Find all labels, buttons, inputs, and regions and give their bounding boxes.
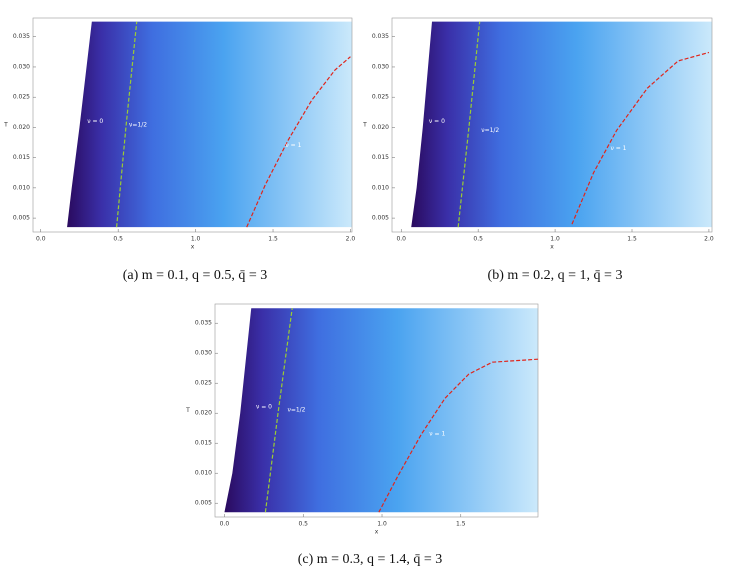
- y-tick-label: 0.030: [13, 63, 30, 70]
- y-tick-label: 0.025: [195, 380, 212, 387]
- y-tick-label: 0.020: [372, 124, 389, 131]
- curve-label: ν=1/2: [481, 127, 499, 134]
- curve-label: ν = 0: [87, 118, 103, 125]
- y-axis-label: T: [3, 122, 8, 129]
- x-axis-label: x: [550, 244, 554, 251]
- density-region: [411, 21, 712, 228]
- caption: (b) m = 0.2, q = 1, q̄ = 3: [488, 268, 623, 283]
- x-tick-label: 0.0: [396, 236, 406, 243]
- y-tick-label: 0.035: [195, 320, 212, 327]
- y-tick-label: 0.015: [372, 154, 389, 161]
- curve-label: ν = 0: [429, 118, 445, 125]
- x-tick-label: 1.5: [456, 521, 466, 528]
- y-tick-label: 0.025: [372, 94, 389, 101]
- contour-line: [116, 21, 138, 228]
- x-tick-label: 0.5: [473, 236, 483, 243]
- curve-label: ν=1/2: [129, 122, 147, 129]
- y-tick-label: 0.010: [372, 184, 389, 191]
- x-axis-label: x: [191, 244, 195, 251]
- y-tick-label: 0.020: [195, 410, 212, 417]
- contour-line: [264, 308, 293, 513]
- x-tick-label: 0.0: [36, 236, 46, 243]
- density-region: [67, 21, 352, 228]
- density-region: [224, 308, 538, 513]
- y-axis-label: T: [185, 407, 190, 414]
- y-tick-label: 0.015: [13, 154, 30, 161]
- caption: (c) m = 0.3, q = 1.4, q̄ = 3: [298, 552, 443, 567]
- curve-label: ν = 1: [429, 431, 445, 438]
- contour-line: [378, 358, 539, 513]
- caption: (a) m = 0.1, q = 0.5, q̄ = 3: [123, 268, 268, 283]
- contour-line: [246, 56, 351, 228]
- x-tick-label: 1.0: [550, 236, 560, 243]
- y-tick-label: 0.010: [13, 184, 30, 191]
- x-tick-label: 0.5: [298, 521, 308, 528]
- plot-frame: [32, 17, 353, 233]
- curve-label: ν = 0: [256, 404, 272, 411]
- curve-label: ν = 1: [285, 142, 301, 149]
- y-tick-label: 0.015: [195, 440, 212, 447]
- x-tick-label: 1.5: [627, 236, 637, 243]
- x-tick-label: 0.0: [220, 521, 230, 528]
- y-tick-label: 0.030: [195, 350, 212, 357]
- x-tick-label: 2.0: [346, 236, 356, 243]
- x-tick-label: 0.5: [113, 236, 123, 243]
- y-tick-label: 0.010: [195, 470, 212, 477]
- curve-label: ν=1/2: [287, 407, 305, 414]
- y-tick-label: 0.005: [13, 215, 30, 222]
- x-tick-label: 1.0: [191, 236, 201, 243]
- panel: ν = 0 ν=1/2 ν = 1 0.0 0.5 1.0 1.5 2.0 0.005 0.010…: [3, 17, 356, 283]
- y-tick-label: 0.005: [195, 500, 212, 507]
- x-tick-label: 1.0: [377, 521, 387, 528]
- x-axis-label: x: [375, 529, 379, 536]
- panel: ν = 0 ν=1/2 ν = 1 0.0 0.5 1.0 1.5 2.0 0.005 0.010…: [362, 17, 714, 283]
- y-tick-label: 0.005: [372, 215, 389, 222]
- y-tick-label: 0.035: [13, 33, 30, 40]
- plot-frame: [391, 17, 713, 233]
- y-tick-label: 0.020: [13, 124, 30, 131]
- panel: ν = 0 ν=1/2 ν = 1 0.0 0.5 1.0 1.5 0.005 0.010 0.0…: [185, 303, 539, 567]
- x-tick-label: 1.5: [268, 236, 278, 243]
- y-tick-label: 0.030: [372, 63, 389, 70]
- curve-label: ν = 1: [610, 145, 626, 152]
- y-axis-label: T: [362, 122, 367, 129]
- y-tick-label: 0.035: [372, 33, 389, 40]
- x-tick-label: 2.0: [704, 236, 714, 243]
- contour-line: [457, 21, 481, 228]
- plot-frame: [214, 303, 539, 518]
- y-tick-label: 0.025: [13, 94, 30, 101]
